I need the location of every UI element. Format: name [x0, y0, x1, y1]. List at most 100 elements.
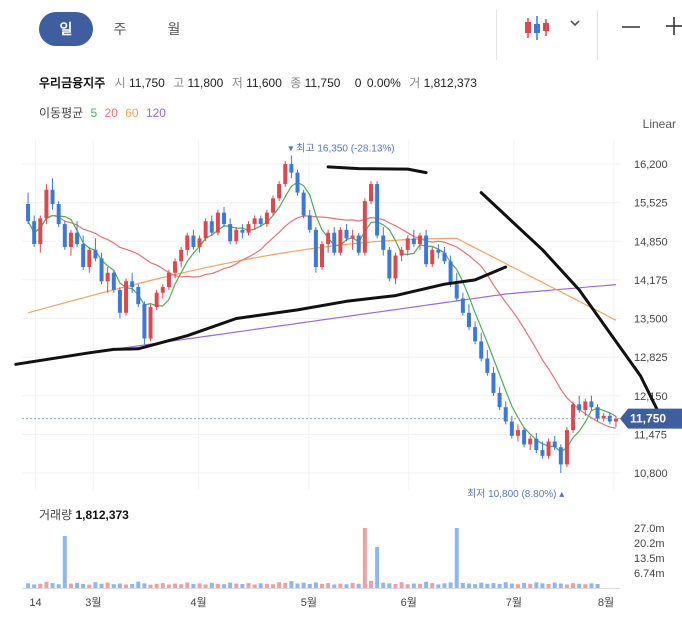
candle-body: [417, 235, 422, 245]
candle-body: [571, 404, 576, 431]
volume-bar: [289, 581, 294, 588]
candle-body: [613, 418, 618, 422]
tab-day[interactable]: 일: [39, 12, 93, 46]
ma-120-line: [28, 284, 616, 362]
volume-bar: [81, 584, 86, 588]
candle-body: [271, 198, 276, 213]
ohlc-info: 우리금융지주 시 11,750 고 11,800 저 11,600 종 11,7…: [39, 74, 482, 91]
candle-body: [246, 224, 251, 233]
candle-body: [528, 438, 533, 445]
volume-title-value: 1,812,373: [75, 508, 129, 522]
volume-chart[interactable]: 27.0m 20.2m 13.5m 6.74m 14 3월 4월 5월 6월 7월 8월: [0, 496, 682, 626]
candlestick-icon[interactable]: [522, 14, 552, 42]
volume-bar: [577, 583, 582, 588]
ma-legend: 이동평균 5 20 60 120: [39, 104, 170, 121]
volume-bar: [405, 584, 410, 588]
candle-body: [87, 249, 92, 267]
volume-bar: [362, 528, 367, 588]
volume-bar: [381, 582, 386, 588]
volume-bar: [99, 583, 104, 588]
candle-body: [442, 252, 447, 262]
candle-body: [375, 184, 380, 236]
volume-bar: [454, 528, 459, 588]
ma-120: 120: [145, 106, 166, 120]
volume-bar: [399, 582, 404, 588]
volume-bar: [160, 583, 165, 588]
volume-bar: [185, 582, 190, 588]
x-tick-label: 3월: [85, 596, 101, 609]
open-value: 11,750: [128, 76, 165, 90]
candle-body: [577, 404, 582, 411]
volume-bar: [515, 584, 520, 588]
current-price-tag: [620, 408, 682, 429]
volume-bar: [68, 583, 73, 588]
volume-bar: [393, 584, 398, 588]
candle-body: [534, 438, 539, 451]
candle-body: [509, 421, 514, 436]
price-chart[interactable]: 16,20015,52514,85014,17513,50012,82512,1…: [0, 140, 682, 500]
volume-bar: [564, 584, 569, 588]
y-tick-label: 14,175: [634, 275, 668, 287]
candle-body: [62, 224, 67, 247]
high-annotation: ▾ 최고 16,350 (-28.13%): [288, 142, 394, 154]
volume-bar: [111, 584, 116, 588]
y-tick-label: 10,800: [634, 468, 668, 480]
hand-drawn-stroke: [479, 191, 661, 415]
chevron-down-icon[interactable]: [568, 16, 582, 30]
volume-tick-label: 20.2m: [634, 538, 665, 550]
candle-body: [32, 221, 37, 245]
scale-mode[interactable]: Linear: [642, 117, 676, 131]
x-tick-label: 8월: [598, 596, 614, 609]
ma-20-line: [27, 214, 617, 429]
volume-bar: [387, 583, 392, 588]
volume-title-label: 거래량: [39, 508, 73, 522]
y-tick-label: 13,500: [634, 314, 668, 326]
volume-bar: [436, 584, 441, 588]
candle-body: [460, 298, 465, 313]
candle-body: [166, 272, 171, 288]
candle-body: [399, 249, 404, 256]
low-annotation: 최저 10,800 (8.80%) ▴: [467, 488, 564, 500]
volume-bar: [191, 584, 196, 588]
minus-icon[interactable]: [620, 20, 642, 34]
volume-bar: [497, 584, 502, 588]
plus-icon[interactable]: [664, 16, 682, 36]
candle-body: [313, 229, 318, 267]
volume-bar: [142, 583, 147, 588]
candle-body: [552, 441, 557, 448]
volume-bar: [258, 583, 263, 588]
candle-body: [50, 189, 55, 205]
volume-bar: [50, 583, 55, 588]
tab-week[interactable]: 주: [113, 21, 127, 37]
volume-bar: [228, 582, 233, 588]
candle-body: [222, 212, 227, 225]
candle-body: [111, 272, 116, 290]
candle-body: [105, 272, 110, 282]
y-tick-label: 14,850: [634, 236, 668, 248]
candle-body: [68, 232, 73, 247]
candle-body: [93, 249, 98, 259]
toolbar-divider: [597, 10, 598, 60]
candle-body: [173, 261, 178, 273]
volume-tick-label: 27.0m: [634, 523, 665, 535]
x-tick-label: 14: [29, 597, 41, 609]
ma-20: 20: [104, 106, 118, 120]
toolbar-divider: [496, 10, 497, 60]
tab-month[interactable]: 월: [167, 21, 181, 37]
volume-bar: [589, 583, 594, 588]
candle-body: [264, 212, 269, 225]
volume-bar: [87, 584, 92, 588]
candle-body: [81, 244, 86, 267]
candle-body: [209, 221, 214, 233]
low-label: 저: [231, 76, 243, 90]
candle-body: [503, 407, 508, 422]
candle-body: [522, 430, 527, 445]
candle-body: [362, 201, 367, 253]
volume-bar: [62, 536, 67, 588]
volume-bar: [442, 583, 447, 588]
volume-bar: [154, 583, 159, 588]
volume-bar: [338, 583, 343, 588]
candle-body: [240, 229, 245, 233]
volume-bar: [375, 546, 380, 588]
candle-body: [356, 235, 361, 253]
